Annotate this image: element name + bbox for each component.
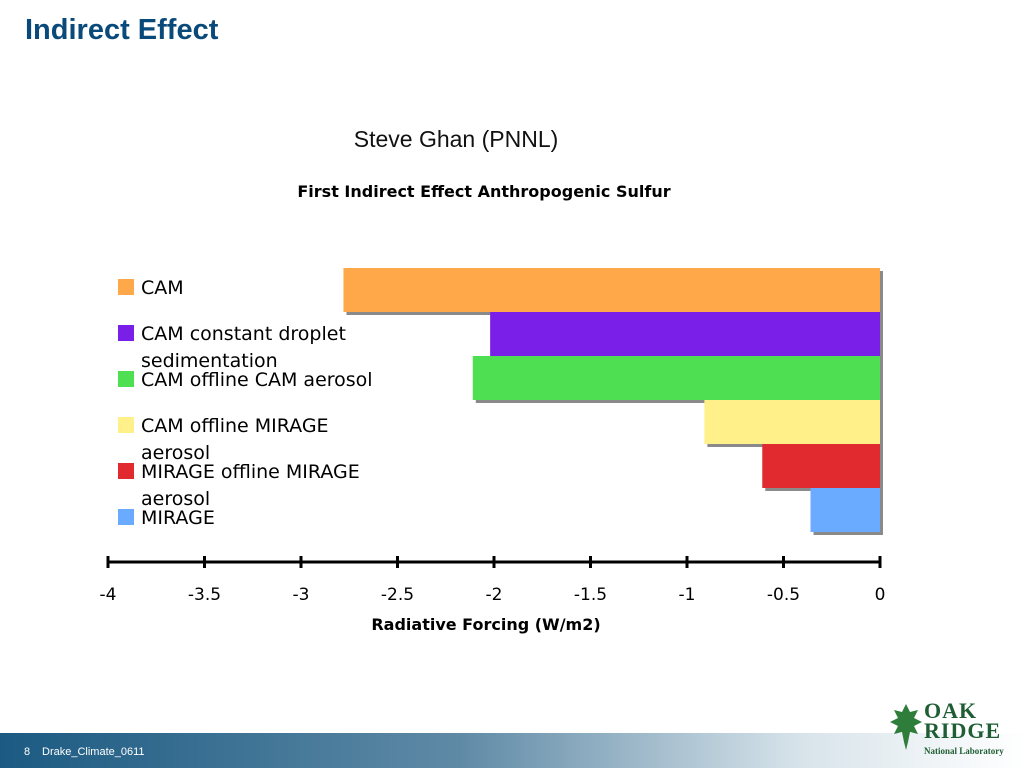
logo-line-lab: National Laboratory — [924, 746, 1004, 756]
legend-swatch-3 — [118, 417, 134, 433]
legend-swatch-2 — [118, 371, 134, 387]
footer-bar — [0, 733, 1024, 768]
bar-2 — [472, 356, 880, 400]
slide-subtitle: Steve Ghan (PNNL) — [353, 126, 559, 152]
x-tick-label: -1.5 — [574, 585, 607, 605]
x-axis-label: Radiative Forcing (W/m2) — [371, 615, 600, 634]
bar-3 — [704, 400, 880, 444]
bar-5 — [810, 488, 880, 532]
logo-line-ridge: RIDGE — [924, 718, 1002, 743]
bars — [343, 268, 884, 535]
legend-label-1: CAM constant droplet sedimentation — [141, 323, 346, 372]
logo-line-oak: OAK — [924, 698, 978, 723]
legend-swatch-4 — [118, 463, 134, 479]
slide-title: Indirect Effect — [25, 14, 219, 46]
legend-label-5: MIRAGE — [141, 507, 215, 529]
chart-title: First Indirect Effect Anthropogenic Sulf… — [297, 182, 670, 201]
footer-text: Drake_Climate_0611 — [42, 746, 145, 758]
bar-chart: First Indirect Effect Anthropogenic Sulf… — [100, 182, 886, 634]
bar-0 — [343, 268, 881, 312]
x-tick-label: -2.5 — [381, 585, 414, 605]
x-axis: -4 -3.5 -3 -2.5 -2 -1.5 -1 -0.5 0 — [100, 556, 886, 605]
legend-swatch-1 — [118, 325, 134, 341]
x-tick-label: -3 — [293, 585, 310, 605]
x-tick-label: -4 — [100, 585, 117, 605]
slide-number: 8 — [24, 746, 31, 758]
legend-label-4: MIRAGE offline MIRAGE aerosol — [141, 461, 360, 510]
legend-label-3: CAM offline MIRAGE aerosol — [141, 415, 329, 464]
x-tick-label: -3.5 — [188, 585, 221, 605]
bar-4 — [762, 444, 880, 488]
x-tick-label: -2 — [486, 585, 503, 605]
x-tick-label: -0.5 — [767, 585, 800, 605]
x-tick-label: -1 — [679, 585, 696, 605]
oak-leaf-icon — [890, 704, 922, 750]
legend-swatch-5 — [118, 509, 134, 525]
legend-label-0: CAM — [141, 277, 184, 299]
x-tick-label: 0 — [875, 585, 886, 605]
legend-label-2: CAM offline CAM aerosol — [141, 369, 373, 391]
bar-1 — [490, 312, 880, 356]
legend-swatch-0 — [118, 279, 134, 295]
oak-ridge-logo: OAK RIDGE National Laboratory — [888, 698, 1008, 760]
